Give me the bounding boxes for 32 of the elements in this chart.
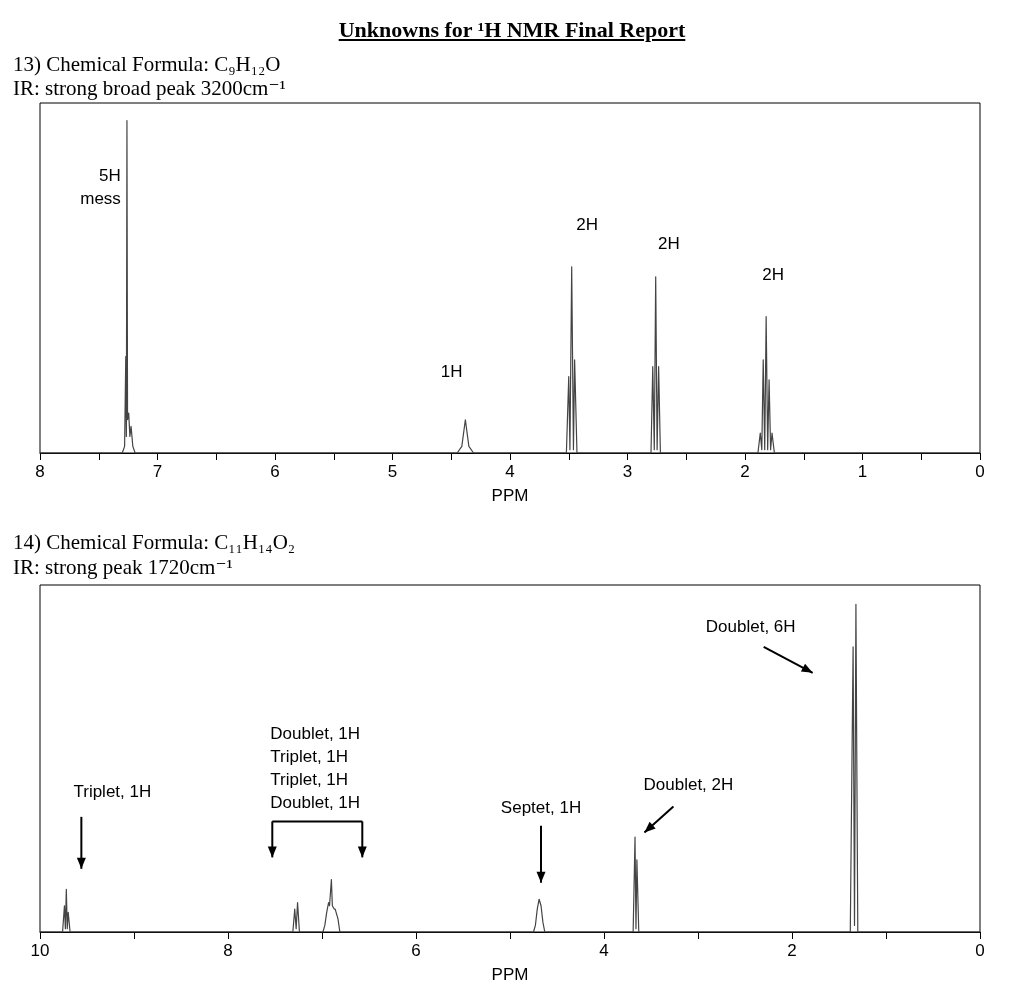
x-tick-label: 4 [505,462,515,481]
x-tick-label: 8 [223,941,233,960]
x-axis-title: PPM [491,965,529,984]
annotation: 5H mess [80,166,121,208]
x-axis-title: PPM [491,486,529,505]
x-tick-label: 2 [787,941,797,960]
annotation: 1H [440,362,463,382]
x-tick-label: 5 [387,462,398,481]
x-tick-label: 0 [975,462,985,481]
x-tick-label: 8 [35,462,45,481]
annotation: 2H [762,265,785,285]
x-tick-label: 2 [740,462,750,481]
text: IR: strong broad peak 3200cm⁻¹ [13,76,286,101]
annotation: Triplet, 1H [73,782,152,802]
annotation: Doublet, 1H Triplet, 1H Triplet, 1H Doublet, 1H [270,724,361,813]
annotation: 2H [657,233,680,253]
x-tick-label: 6 [270,462,280,481]
annotation: Septet, 1H [500,798,582,818]
chart-title: 14) Chemical Formula: C₁₁H₁₄O₂ [13,530,296,555]
x-tick-label: 3 [622,462,633,481]
x-tick-label: 1 [857,462,868,481]
x-tick-label: 6 [411,941,421,960]
annotation: 2H [576,215,598,235]
chart-title: Unknowns for ¹H NMR Final Report [337,17,687,43]
x-tick-label: 10 [30,941,50,960]
x-tick-label: 4 [599,941,609,960]
x-tick-label: 7 [152,462,163,481]
chart-subtitle: 13) Chemical Formula: C₉H₁₂O [13,52,281,77]
x-tick-label: 0 [975,941,985,960]
chart-subtitle: IR: strong peak 1720cm⁻¹ [13,555,233,580]
annotation: Doublet, 6H [705,617,796,637]
annotation: Doublet, 2H [643,774,734,794]
